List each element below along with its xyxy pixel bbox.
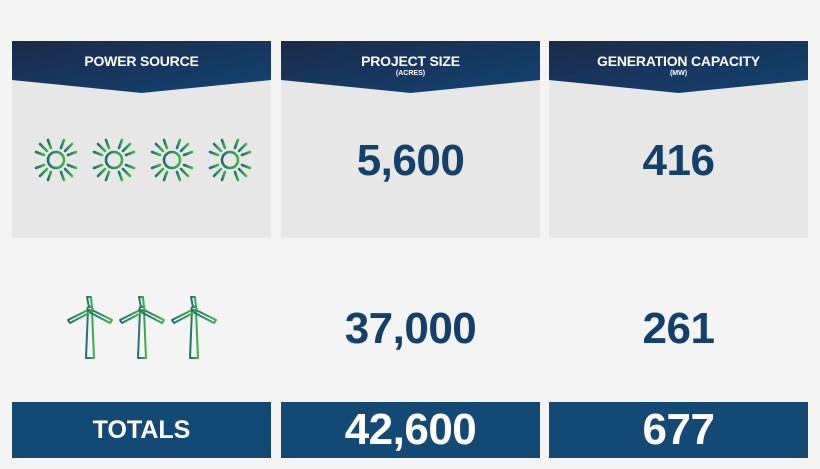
row-panel xyxy=(12,80,271,238)
totals-label: TOTALS xyxy=(12,402,271,458)
row-panel xyxy=(281,80,540,238)
column-header: PROJECT SIZE (ACRES) xyxy=(281,41,540,93)
header-shape xyxy=(281,41,540,93)
cell-value: 37,000 xyxy=(344,304,477,353)
header-shape xyxy=(12,41,271,93)
header-title: GENERATION CAPACITY xyxy=(597,53,760,69)
wind-icons xyxy=(67,296,217,359)
header-title: POWER SOURCE xyxy=(84,53,199,69)
column-header: POWER SOURCE xyxy=(12,41,271,93)
header-subtitle: (ACRES) xyxy=(395,70,426,77)
header-title: PROJECT SIZE xyxy=(361,53,460,69)
header-shape xyxy=(549,41,808,93)
header-subtitle: (MW) xyxy=(669,70,688,77)
cell-value: 416 xyxy=(642,136,715,185)
solar-icons xyxy=(31,135,255,185)
column-header: GENERATION CAPACITY (MW) xyxy=(549,41,808,93)
cell-value: 261 xyxy=(642,304,715,353)
totals-value: 677 xyxy=(549,402,808,458)
row-panel xyxy=(549,80,808,238)
cell-value: 5,600 xyxy=(356,136,465,185)
totals-value: 42,600 xyxy=(281,402,540,458)
